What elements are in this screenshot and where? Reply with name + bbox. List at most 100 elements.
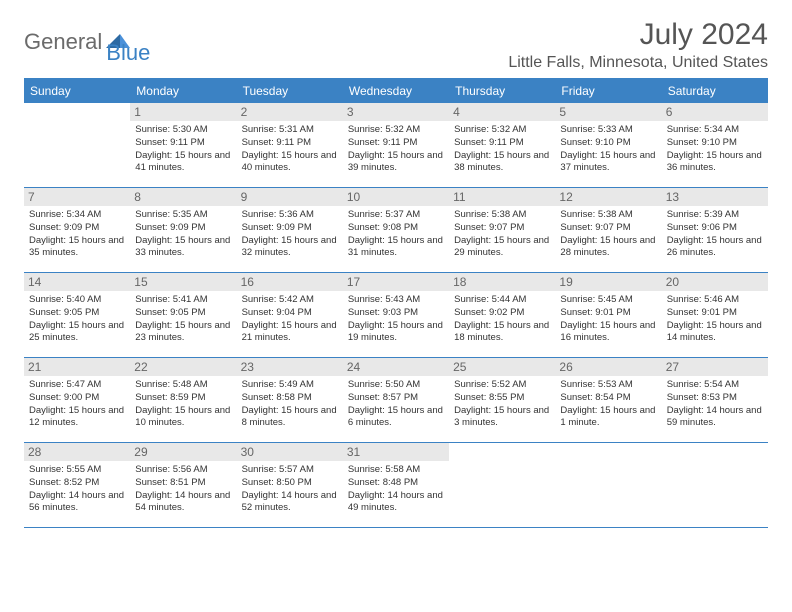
week-row: 14 Sunrise: 5:40 AMSunset: 9:05 PMDayligh… [24,273,768,358]
day-cell: 6 Sunrise: 5:34 AMSunset: 9:10 PMDaylight… [662,103,768,187]
title-block: July 2024 Little Falls, Minnesota, Unite… [508,18,768,72]
day-cell: 2 Sunrise: 5:31 AMSunset: 9:11 PMDaylight… [237,103,343,187]
day-number: 6 [662,103,768,121]
day-number: 29 [130,443,236,461]
logo-text-blue: Blue [106,40,150,66]
day-info: Sunrise: 5:46 AMSunset: 9:01 PMDaylight:… [667,294,763,345]
day-info: Sunrise: 5:42 AMSunset: 9:04 PMDaylight:… [242,294,338,345]
day-info: Sunrise: 5:40 AMSunset: 9:05 PMDaylight:… [29,294,125,345]
day-number: 21 [24,358,130,376]
day-cell: . [555,443,661,527]
day-cell: 29 Sunrise: 5:56 AMSunset: 8:51 PMDayligh… [130,443,236,527]
day-header-cell: Monday [130,79,236,103]
day-info: Sunrise: 5:48 AMSunset: 8:59 PMDaylight:… [135,379,231,430]
day-cell: 13 Sunrise: 5:39 AMSunset: 9:06 PMDayligh… [662,188,768,272]
day-cell: 12 Sunrise: 5:38 AMSunset: 9:07 PMDayligh… [555,188,661,272]
day-info: Sunrise: 5:58 AMSunset: 8:48 PMDaylight:… [348,464,444,515]
day-info: Sunrise: 5:54 AMSunset: 8:53 PMDaylight:… [667,379,763,430]
day-info: Sunrise: 5:38 AMSunset: 9:07 PMDaylight:… [454,209,550,260]
day-number: 28 [24,443,130,461]
day-info: Sunrise: 5:36 AMSunset: 9:09 PMDaylight:… [242,209,338,260]
day-info: Sunrise: 5:31 AMSunset: 9:11 PMDaylight:… [242,124,338,175]
day-number: 24 [343,358,449,376]
day-number: 14 [24,273,130,291]
day-info: Sunrise: 5:33 AMSunset: 9:10 PMDaylight:… [560,124,656,175]
day-info: Sunrise: 5:44 AMSunset: 9:02 PMDaylight:… [454,294,550,345]
day-number: 23 [237,358,343,376]
week-row: 7 Sunrise: 5:34 AMSunset: 9:09 PMDaylight… [24,188,768,273]
day-cell: 31 Sunrise: 5:58 AMSunset: 8:48 PMDayligh… [343,443,449,527]
day-cell: 27 Sunrise: 5:54 AMSunset: 8:53 PMDayligh… [662,358,768,442]
logo-text-general: General [24,29,102,55]
day-cell: . [662,443,768,527]
day-header-row: SundayMondayTuesdayWednesdayThursdayFrid… [24,79,768,103]
day-cell: 5 Sunrise: 5:33 AMSunset: 9:10 PMDaylight… [555,103,661,187]
day-cell: 21 Sunrise: 5:47 AMSunset: 9:00 PMDayligh… [24,358,130,442]
day-cell: 9 Sunrise: 5:36 AMSunset: 9:09 PMDaylight… [237,188,343,272]
day-cell: 20 Sunrise: 5:46 AMSunset: 9:01 PMDayligh… [662,273,768,357]
day-info: Sunrise: 5:32 AMSunset: 9:11 PMDaylight:… [348,124,444,175]
day-info: Sunrise: 5:34 AMSunset: 9:09 PMDaylight:… [29,209,125,260]
day-cell: 28 Sunrise: 5:55 AMSunset: 8:52 PMDayligh… [24,443,130,527]
day-number: 17 [343,273,449,291]
day-info: Sunrise: 5:52 AMSunset: 8:55 PMDaylight:… [454,379,550,430]
day-header-cell: Saturday [662,79,768,103]
day-info: Sunrise: 5:38 AMSunset: 9:07 PMDaylight:… [560,209,656,260]
day-number: 16 [237,273,343,291]
day-info: Sunrise: 5:32 AMSunset: 9:11 PMDaylight:… [454,124,550,175]
day-info: Sunrise: 5:30 AMSunset: 9:11 PMDaylight:… [135,124,231,175]
day-cell: 30 Sunrise: 5:57 AMSunset: 8:50 PMDayligh… [237,443,343,527]
day-header-cell: Sunday [24,79,130,103]
day-header-cell: Wednesday [343,79,449,103]
day-number: 2 [237,103,343,121]
day-number: 18 [449,273,555,291]
day-number: 11 [449,188,555,206]
week-row: 21 Sunrise: 5:47 AMSunset: 9:00 PMDayligh… [24,358,768,443]
day-cell: 3Sunrise: 5:32 AMSunset: 9:11 PMDaylight… [343,103,449,187]
day-number: 19 [555,273,661,291]
day-cell: 17Sunrise: 5:43 AMSunset: 9:03 PMDayligh… [343,273,449,357]
location-text: Little Falls, Minnesota, United States [508,54,768,72]
day-cell: . [449,443,555,527]
day-info: Sunrise: 5:57 AMSunset: 8:50 PMDaylight:… [242,464,338,515]
week-row: 28 Sunrise: 5:55 AMSunset: 8:52 PMDayligh… [24,443,768,528]
day-info: Sunrise: 5:35 AMSunset: 9:09 PMDaylight:… [135,209,231,260]
day-number: 27 [662,358,768,376]
day-cell: 26Sunrise: 5:53 AMSunset: 8:54 PMDayligh… [555,358,661,442]
day-cell: 15Sunrise: 5:41 AMSunset: 9:05 PMDayligh… [130,273,236,357]
logo: General Blue [24,18,150,66]
day-info: Sunrise: 5:39 AMSunset: 9:06 PMDaylight:… [667,209,763,260]
day-cell: . [24,103,130,187]
day-cell: 11 Sunrise: 5:38 AMSunset: 9:07 PMDayligh… [449,188,555,272]
day-info: Sunrise: 5:50 AMSunset: 8:57 PMDaylight:… [348,379,444,430]
day-number: 12 [555,188,661,206]
day-info: Sunrise: 5:56 AMSunset: 8:51 PMDaylight:… [135,464,231,515]
day-number: 7 [24,188,130,206]
day-number: 26 [555,358,661,376]
day-cell: 4Sunrise: 5:32 AMSunset: 9:11 PMDaylight… [449,103,555,187]
day-number: 9 [237,188,343,206]
day-cell: 10Sunrise: 5:37 AMSunset: 9:08 PMDayligh… [343,188,449,272]
day-info: Sunrise: 5:47 AMSunset: 9:00 PMDaylight:… [29,379,125,430]
day-info: Sunrise: 5:34 AMSunset: 9:10 PMDaylight:… [667,124,763,175]
day-number: 13 [662,188,768,206]
day-number: 8 [130,188,236,206]
day-cell: 16 Sunrise: 5:42 AMSunset: 9:04 PMDayligh… [237,273,343,357]
day-cell: 8 Sunrise: 5:35 AMSunset: 9:09 PMDaylight… [130,188,236,272]
day-number: 5 [555,103,661,121]
day-number: 20 [662,273,768,291]
day-number: 30 [237,443,343,461]
day-info: Sunrise: 5:49 AMSunset: 8:58 PMDaylight:… [242,379,338,430]
day-info: Sunrise: 5:45 AMSunset: 9:01 PMDaylight:… [560,294,656,345]
day-cell: 25Sunrise: 5:52 AMSunset: 8:55 PMDayligh… [449,358,555,442]
day-cell: 22 Sunrise: 5:48 AMSunset: 8:59 PMDayligh… [130,358,236,442]
day-number: 22 [130,358,236,376]
day-cell: 7 Sunrise: 5:34 AMSunset: 9:09 PMDaylight… [24,188,130,272]
day-number: 1 [130,103,236,121]
day-info: Sunrise: 5:55 AMSunset: 8:52 PMDaylight:… [29,464,125,515]
day-cell: 14 Sunrise: 5:40 AMSunset: 9:05 PMDayligh… [24,273,130,357]
day-cell: 1 Sunrise: 5:30 AMSunset: 9:11 PMDaylight… [130,103,236,187]
day-info: Sunrise: 5:41 AMSunset: 9:05 PMDaylight:… [135,294,231,345]
day-number: 31 [343,443,449,461]
day-header-cell: Tuesday [237,79,343,103]
